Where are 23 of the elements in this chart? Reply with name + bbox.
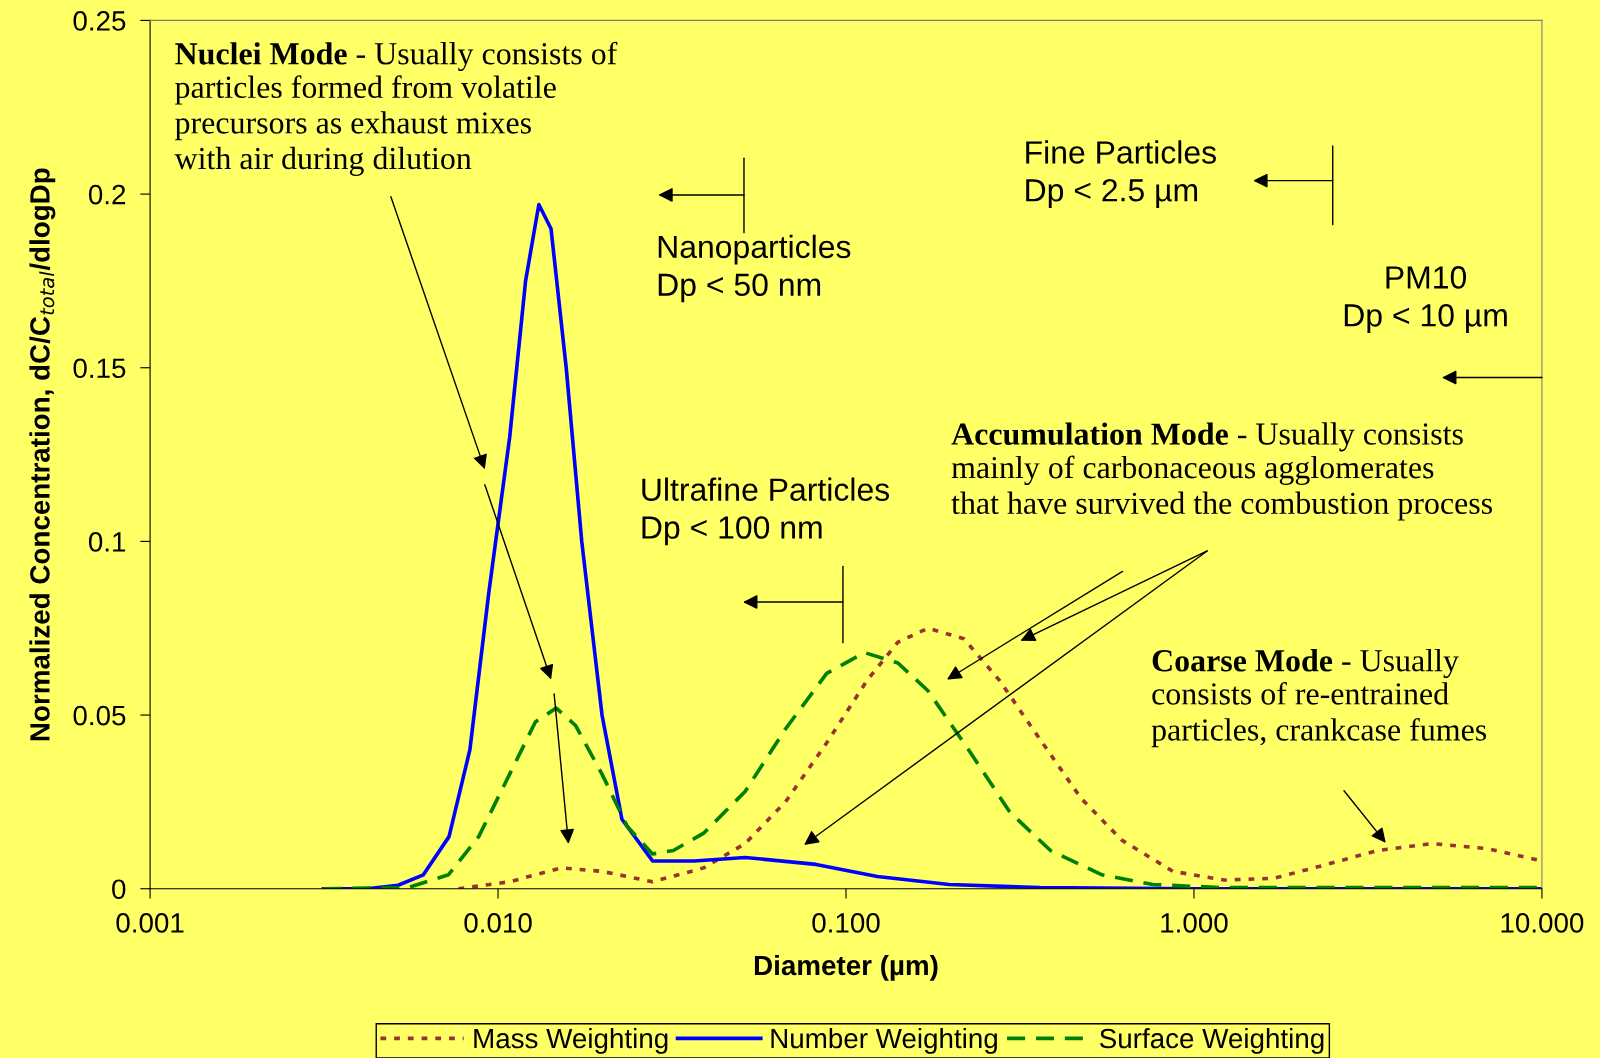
x-axis-title: Diameter (µm) bbox=[754, 954, 938, 981]
annotation: Nuclei Mode - Usually consists of particles formed from volatile precursors as exhaust mixes with air during dilution bbox=[174, 41, 618, 176]
y-tick-label: 0.1 bbox=[88, 532, 126, 552]
x-tick-label: 1.000 bbox=[1161, 913, 1228, 933]
y-tick-label: 0.2 bbox=[88, 184, 126, 205]
y-axis-title: Normalized Concentration, dC/C$_{total}$/dlogDp bbox=[29, 168, 56, 741]
y-tick-label: 0.05 bbox=[73, 705, 126, 726]
x-tick-label: 0.100 bbox=[812, 913, 880, 933]
x-tick-label: 10.000 bbox=[1501, 913, 1584, 933]
annotation: PM10 Dp < 10 µm bbox=[1344, 266, 1507, 333]
annotation: Fine Particles Dp < 2.5 µm bbox=[1026, 140, 1216, 208]
x-tick-label: 0.010 bbox=[464, 913, 532, 933]
annotation: Coarse Mode - Usually consists of re-entrained particles, crankcase fumes bbox=[1151, 648, 1487, 748]
legend-label: Mass Weighting bbox=[474, 1027, 668, 1054]
x-tick-label: 0.001 bbox=[116, 913, 184, 933]
annotation: Accumulation Mode - Usually consists mainly of carbonaceous agglomerates that have survived the combustion process bbox=[951, 422, 1492, 521]
y-tick-label: 0 bbox=[112, 879, 126, 900]
legend-label: Number Weighting bbox=[771, 1027, 997, 1054]
annotation: Nanoparticles Dp < 50 nm bbox=[658, 234, 851, 303]
y-tick-label: 0.25 bbox=[73, 11, 126, 31]
annotation: Ultrafine Particles Dp < 100 nm bbox=[642, 477, 890, 546]
legend-label: Surface Weighting bbox=[1099, 1027, 1324, 1054]
y-tick-label: 0.15 bbox=[73, 358, 126, 379]
